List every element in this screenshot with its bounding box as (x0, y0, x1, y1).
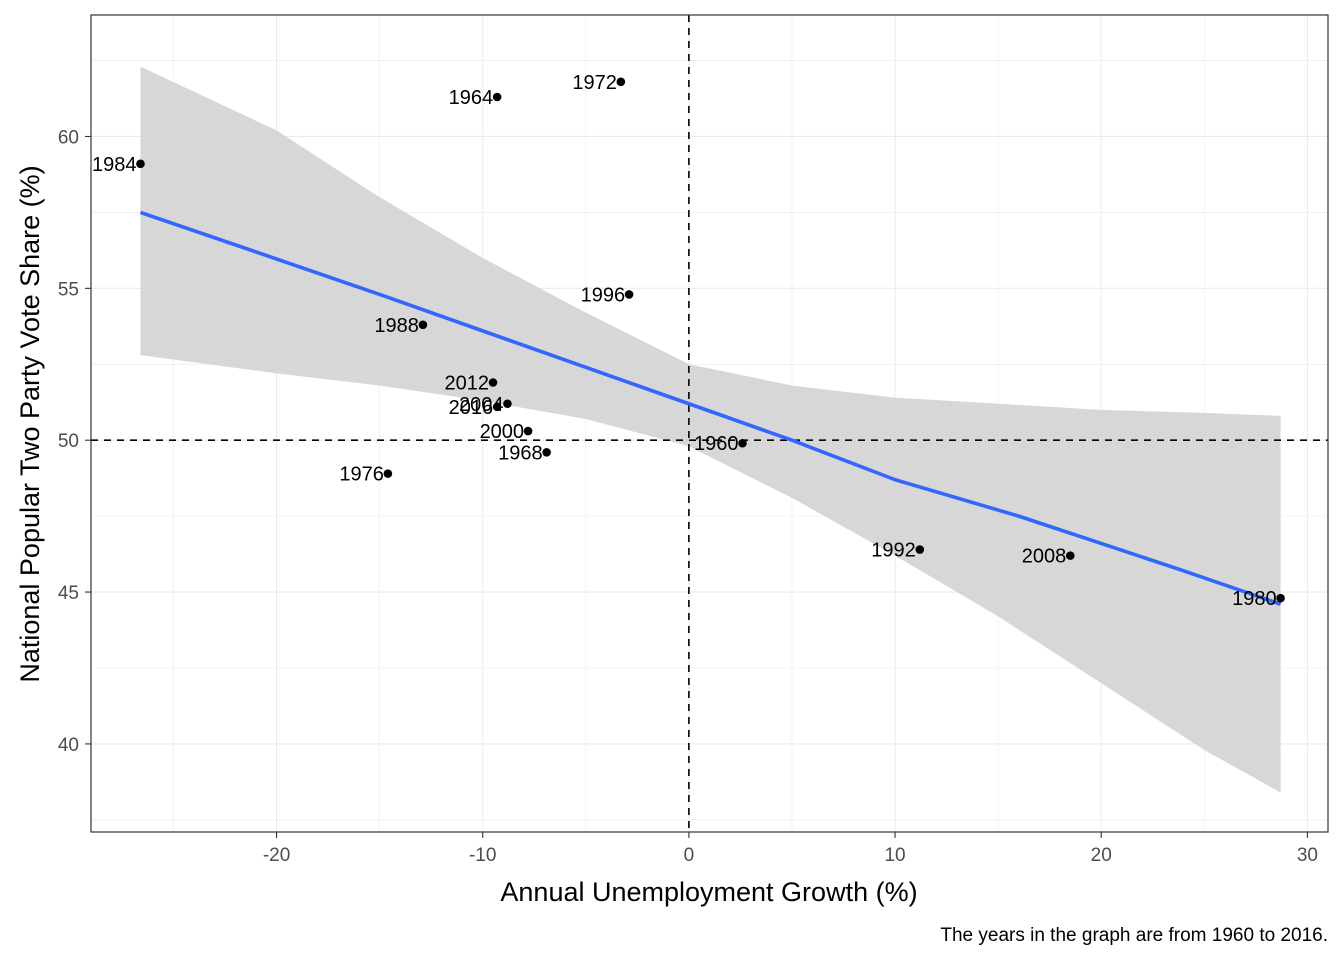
y-tick-label: 50 (58, 431, 79, 452)
data-point-1964 (492, 92, 502, 102)
y-tick-label: 60 (58, 127, 79, 148)
data-point-1968 (542, 448, 551, 457)
point-label-2012: 2012 (445, 372, 490, 394)
x-tick-label: 0 (684, 845, 695, 866)
data-point-2016 (492, 402, 502, 412)
x-tick-label: -10 (469, 845, 496, 866)
fit-line (139, 210, 1282, 606)
data-point-2008 (1065, 551, 1075, 560)
data-points (136, 77, 1285, 603)
point-label-1984: 1984 (92, 154, 137, 176)
y-tick-label: 55 (58, 279, 79, 300)
regression-line (139, 210, 1282, 606)
point-label-1968: 1968 (498, 442, 543, 464)
data-point-2004 (503, 399, 512, 409)
data-point-1988 (418, 320, 428, 330)
point-label-1960: 1960 (694, 433, 739, 455)
confidence-band-area (140, 66, 1281, 793)
point-label-1980: 1980 (1232, 588, 1277, 610)
point-label-1964: 1964 (449, 87, 494, 109)
x-axis-title: Annual Unemployment Growth (%) (500, 877, 917, 907)
y-axis-title: National Popular Two Party Vote Share (%… (15, 165, 45, 682)
point-label-1972: 1972 (572, 72, 617, 94)
point-label-1988: 1988 (374, 315, 419, 337)
x-tick-label: 20 (1091, 845, 1112, 866)
plot-panel-border (90, 14, 1329, 833)
data-point-1984 (136, 159, 145, 169)
y-tick-label: 45 (58, 583, 79, 604)
data-point-2000 (523, 426, 533, 436)
point-label-2004: 2004 (459, 394, 504, 416)
confidence-band (140, 66, 1281, 793)
x-tick-label: 30 (1297, 845, 1318, 866)
point-label-2008: 2008 (1022, 546, 1067, 568)
data-point-2012 (488, 378, 498, 387)
data-point-1972 (616, 77, 626, 87)
x-axis-ticks: -20 -10 0 10 20 30 (263, 832, 1318, 866)
y-axis-ticks: 40 45 50 55 60 (58, 127, 91, 756)
reference-lines (91, 15, 1328, 832)
point-label-1976: 1976 (339, 464, 384, 486)
data-point-1960 (738, 438, 747, 448)
point-labels: 1984 1964 1972 1996 1988 20122004201620001968… (92, 72, 1277, 610)
point-label-2016: 2016 (449, 397, 494, 419)
chart-caption: The years in the graph are from 1960 to … (940, 925, 1328, 946)
data-point-1980 (1276, 593, 1285, 603)
x-tick-label: -20 (263, 845, 290, 866)
point-label-1992: 1992 (871, 540, 916, 562)
y-tick-label: 40 (58, 735, 79, 756)
point-label-2000: 2000 (480, 421, 525, 443)
data-point-1992 (915, 545, 925, 554)
x-tick-label: 10 (884, 845, 905, 866)
data-point-1996 (624, 290, 634, 299)
point-label-1996: 1996 (581, 284, 626, 306)
data-point-1976 (383, 469, 393, 478)
